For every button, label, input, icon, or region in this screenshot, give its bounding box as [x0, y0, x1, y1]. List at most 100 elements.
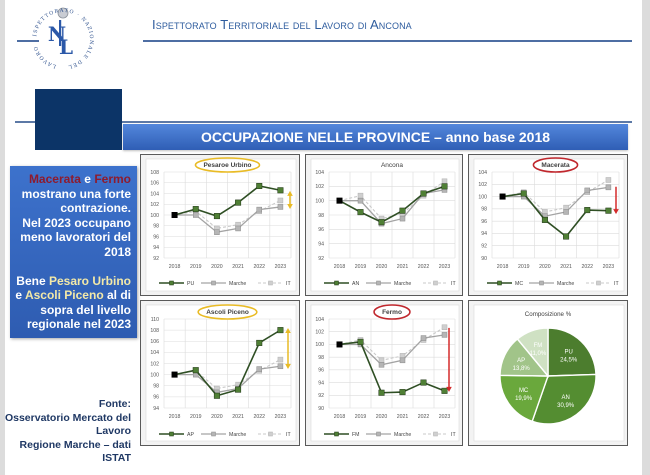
data-point [399, 207, 406, 214]
inl-logo: LAVORO · ISPETTORATO · NAZIONALE DEL N L [32, 7, 93, 70]
y-tick-label: 110 [151, 317, 159, 323]
y-tick-label: 92 [153, 256, 159, 262]
data-point [213, 213, 220, 220]
series-line-fm [339, 341, 445, 394]
series-line-pu [174, 185, 281, 217]
series-line-marche [174, 206, 281, 233]
legend-label: IT [451, 281, 456, 287]
x-tick-label: 2020 [539, 264, 551, 270]
data-point [541, 216, 548, 223]
y-tick-label: 98 [318, 213, 324, 219]
slice-category-label: FM [534, 343, 543, 349]
legend-label: IT [614, 281, 619, 287]
chart-title: Macerata [541, 162, 570, 169]
y-tick-label: 104 [315, 317, 324, 323]
data-point [336, 197, 343, 204]
line-chart-ascoli-piceno: 94 96 98 100 102 104 106 108 110 2018 2019 2020 2021… [145, 304, 297, 442]
data-point [193, 212, 199, 218]
x-tick-label: 2022 [253, 264, 265, 270]
commentary-paragraph-1: Macerata e Fermo mostrano una forte cont… [14, 172, 131, 260]
y-tick-label: 96 [318, 227, 324, 233]
series-line-an [339, 185, 445, 224]
x-tick-label: 2023 [275, 414, 287, 420]
x-tick-label: 2020 [211, 264, 223, 270]
line-chart-ancona: 92 94 96 98 100 102 104 2018 2019 2020 2021 2022 202… [310, 158, 460, 292]
data-point [357, 192, 364, 199]
y-tick-label: 96 [318, 368, 324, 374]
emblem-icon [57, 7, 69, 19]
highlight-pesaro-urbino: Pesaro Urbino [48, 273, 131, 288]
x-tick-label: 2021 [560, 264, 572, 270]
highlight-ascoli-piceno: Ascoli Piceno [24, 288, 104, 303]
commentary-text: e [80, 172, 95, 186]
slice-category-label: AN [561, 395, 569, 401]
source-line-1: Osservatorio Mercato del Lavoro [4, 411, 131, 438]
data-point [420, 379, 427, 386]
data-point [441, 387, 448, 394]
logo-monogram-l: L [59, 35, 73, 59]
y-tick-label: 104 [150, 350, 159, 356]
commentary-text: mostrano una forte contrazione. [21, 186, 131, 216]
x-tick-label: 2019 [518, 264, 530, 270]
commentary-text: Bene [16, 273, 49, 288]
y-tick-label: 104 [478, 170, 487, 176]
header-title: Ispettorato Territoriale del Lavoro di A… [152, 17, 412, 32]
data-point [277, 204, 284, 210]
data-point [256, 206, 262, 213]
data-point [378, 389, 385, 396]
chart-panel-ascoli-piceno: 94 96 98 100 102 104 106 108 110 2018 2019 2020 2021… [140, 300, 300, 446]
arrow-head-icon [287, 190, 293, 196]
y-tick-label: 100 [478, 194, 487, 200]
y-tick-label: 100 [150, 372, 159, 378]
pie-slice-an [531, 373, 597, 425]
series-line-ap [174, 329, 281, 397]
y-tick-label: 102 [150, 202, 159, 208]
y-tick-label: 90 [481, 256, 487, 262]
section-title: OCCUPAZIONE NELLE PROVINCE – anno base 2… [200, 129, 551, 145]
y-tick-label: 102 [315, 330, 324, 336]
y-tick-label: 102 [150, 361, 159, 367]
y-tick-label: 92 [318, 393, 324, 399]
data-point [277, 187, 284, 194]
title-highlight-ellipse [373, 304, 411, 320]
y-tick-label: 98 [481, 207, 487, 213]
data-point [563, 233, 570, 240]
x-tick-label: 2021 [397, 264, 409, 270]
legend-label: Marche [557, 281, 574, 287]
y-tick-label: 94 [153, 406, 159, 412]
slice-value-label: 11,0% [530, 351, 547, 357]
slice-category-label: AP [517, 358, 525, 364]
header-rule-left [17, 40, 39, 42]
x-tick-label: 2023 [439, 264, 451, 270]
line-chart-pesaro-urbino: 92 94 96 98 100 102 104 106 108 2018 2019 2020 2021 2… [145, 157, 297, 292]
data-point [441, 183, 448, 190]
slice-value-label: 19,9% [515, 396, 533, 402]
data-point [277, 327, 284, 334]
data-point [192, 206, 199, 213]
data-point [357, 338, 364, 345]
x-tick-label: 2019 [355, 414, 367, 420]
legend-label: IT [451, 432, 456, 438]
y-tick-label: 94 [153, 245, 159, 251]
legend-label: AN [352, 281, 359, 287]
series-line-it [174, 199, 281, 230]
data-point [563, 209, 569, 215]
x-tick-label: 2019 [190, 264, 202, 270]
x-tick-label: 2018 [334, 414, 346, 420]
chart-panel-composizione: Composizione % PU 24,5% AN 30,9% MC 19,9% AP 13,… [468, 300, 628, 446]
x-tick-label: 2023 [439, 414, 451, 420]
y-tick-label: 102 [478, 182, 487, 188]
title-highlight-ellipse [197, 304, 258, 320]
data-point [399, 389, 406, 396]
x-tick-label: 2021 [232, 264, 244, 270]
data-point [420, 335, 427, 341]
x-tick-label: 2023 [603, 264, 615, 270]
data-point [277, 197, 284, 204]
data-point [499, 193, 506, 200]
x-tick-label: 2023 [275, 264, 287, 270]
slice-category-label: PU [565, 350, 573, 356]
x-tick-label: 2020 [376, 414, 388, 420]
data-point [357, 209, 364, 216]
legend-label: MC [515, 281, 523, 287]
title-highlight-ellipse [532, 157, 579, 173]
